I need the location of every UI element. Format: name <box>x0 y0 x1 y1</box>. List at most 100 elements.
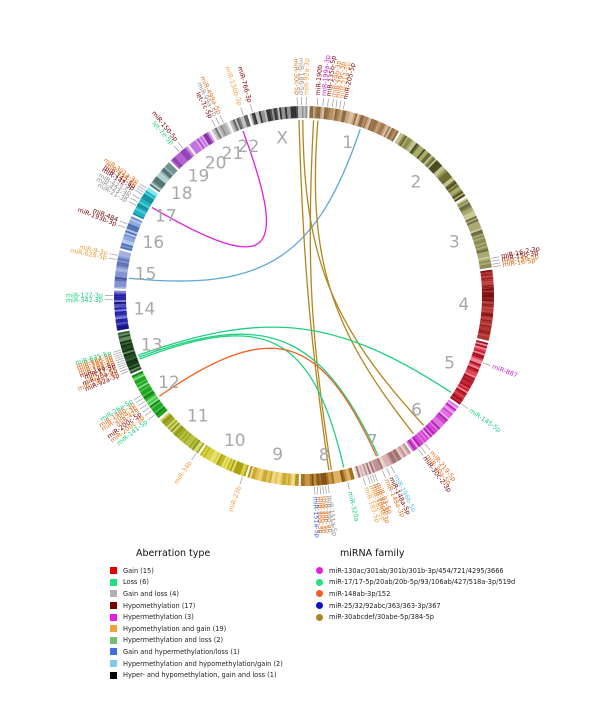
chr-2-band <box>451 189 463 198</box>
chr-3-band <box>461 207 473 215</box>
chr-10-band <box>239 463 246 476</box>
chr-19-band <box>171 158 182 169</box>
chr-14-band <box>114 312 127 316</box>
chr-2-band <box>403 138 413 150</box>
mirna-label: miR-151a-3p <box>311 496 321 537</box>
chr-3-band <box>458 200 470 209</box>
chr-19-band <box>178 151 189 163</box>
chr-7-band <box>395 447 404 460</box>
chr-2-band <box>412 145 422 156</box>
chr-3-band <box>458 202 471 210</box>
chr-11-band <box>163 415 174 426</box>
chr-10-band <box>212 452 220 464</box>
legend_aberration-swatch <box>110 636 117 644</box>
chr-1-band <box>362 116 369 129</box>
chr-label-8: 8 <box>319 446 330 466</box>
chr-2-band <box>428 160 439 171</box>
chr-9-band <box>250 466 256 479</box>
chr-X-band <box>265 109 271 122</box>
mirna-label: miR-30b-5p <box>320 496 332 534</box>
chr-15-band <box>114 274 128 279</box>
chr-X-band <box>294 106 297 119</box>
chr-1-band <box>321 106 325 120</box>
chr-7-band <box>353 466 359 479</box>
chr-10-band <box>225 458 233 471</box>
chr-18-band <box>149 183 161 193</box>
chr-19-band <box>173 156 183 167</box>
chr-10-band <box>243 464 249 477</box>
chr-3-band <box>478 256 491 261</box>
chr-14-band <box>116 323 129 328</box>
chr-X-band <box>282 106 286 120</box>
chr-2-band <box>405 139 414 151</box>
chr-12-band <box>141 387 153 396</box>
chr-11-band <box>193 440 202 452</box>
chr-X-band <box>301 106 304 119</box>
chr-11-band <box>175 427 186 438</box>
legend_family-swatch <box>316 578 323 586</box>
legend_family-label: miR-148ab-3p/152 <box>329 589 391 598</box>
mirna-tick <box>136 187 144 193</box>
chr-5-band <box>459 381 471 389</box>
chr-3-band <box>462 209 474 217</box>
chr-X-band <box>275 107 279 121</box>
chr-7-band <box>366 461 374 474</box>
chr-1-band <box>318 106 321 119</box>
chr-2-band <box>402 137 411 149</box>
chr-16-band <box>126 226 139 233</box>
chr-label-10: 10 <box>224 431 246 451</box>
chr-7-band <box>371 459 379 472</box>
chr-18-band <box>150 182 162 191</box>
chr-17-band <box>135 205 148 214</box>
chr-2-band <box>419 151 429 162</box>
chr-17-band <box>137 202 149 211</box>
chr-6-band <box>421 428 431 439</box>
chr-2-band <box>441 175 453 185</box>
chr-16-band <box>124 231 137 238</box>
chr-1-band <box>330 108 334 121</box>
chr-2-band <box>454 194 466 203</box>
mirna-tick <box>424 443 431 451</box>
chr-22-band <box>245 114 251 127</box>
chr-10-band <box>224 457 231 470</box>
chr-1-band <box>337 109 342 122</box>
link-8 <box>158 347 378 457</box>
chr-1-band <box>357 114 364 127</box>
mirna-tick <box>369 475 374 483</box>
chr-7-band <box>361 463 368 476</box>
chr-1-band <box>364 117 371 130</box>
chr-14-band <box>115 319 128 324</box>
chr-4-band <box>481 295 494 298</box>
chr-13-band <box>117 330 130 335</box>
legend_aberration-label: Hypermethylation (3) <box>123 613 194 622</box>
chr-4-band <box>481 284 494 288</box>
chr-label-1: 1 <box>342 133 353 153</box>
chr-19-band <box>177 153 187 164</box>
link-6 <box>138 333 379 456</box>
legend_family-item: miR-17/17-5p/20ab/20b-5p/93/106ab/427/51… <box>316 577 515 589</box>
mirna-tick <box>367 475 371 484</box>
chr-10-band <box>206 448 214 460</box>
chr-3-band <box>464 214 477 221</box>
chr-4-band <box>481 311 494 315</box>
chr-16-band <box>125 228 138 235</box>
chr-22-band <box>230 119 238 132</box>
chr-15-band <box>114 278 127 282</box>
chr-15-band <box>118 254 131 259</box>
chr-6-band <box>410 437 420 449</box>
chr-10-band <box>214 452 222 465</box>
chr-4-band <box>481 277 494 281</box>
chr-7-band <box>402 443 412 455</box>
chr-1-band <box>311 106 314 119</box>
chr-7-band <box>389 451 397 463</box>
chr-3-band <box>471 231 484 238</box>
chr-X-band <box>299 106 302 119</box>
chr-19-band <box>181 149 191 160</box>
chr-2-band <box>413 146 423 158</box>
chr-20-band <box>207 131 216 143</box>
chr-7-band <box>390 450 399 462</box>
chr-6-band <box>431 418 442 429</box>
chr-18-band <box>157 173 169 183</box>
